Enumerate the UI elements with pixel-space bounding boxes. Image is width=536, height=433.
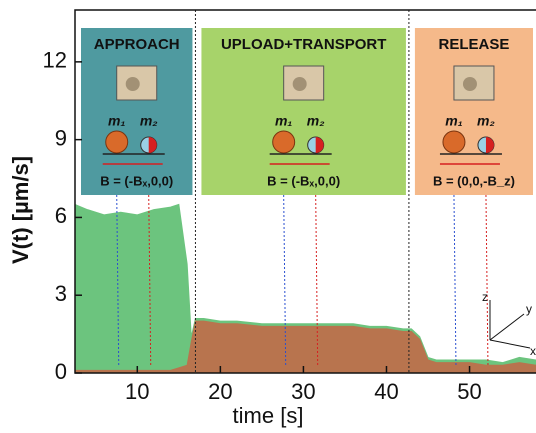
y-tick-label: 9 xyxy=(55,125,67,150)
m1-label: m₁ xyxy=(445,113,462,129)
particle-image xyxy=(293,77,307,91)
chart: time [s] V(t) [µm/s] APPROACH m₁ m₂ B = (-B… xyxy=(0,0,536,433)
x-tick-label: 10 xyxy=(125,379,149,404)
panel xyxy=(201,28,405,195)
m1-particle xyxy=(106,131,128,153)
m2-label: m₂ xyxy=(477,113,495,129)
m1-particle xyxy=(273,131,295,153)
icon-label: x xyxy=(530,344,536,358)
field-formula: B = (-Bₓ,0,0) xyxy=(100,173,173,188)
panel-title: APPROACH xyxy=(94,36,180,53)
y-tick-label: 3 xyxy=(55,281,67,306)
icon-axis xyxy=(490,340,530,348)
panel-title: RELEASE xyxy=(439,36,510,53)
x-tick-label: 40 xyxy=(374,379,398,404)
m1-label: m₁ xyxy=(108,113,125,129)
m2-label: m₂ xyxy=(307,113,325,129)
field-formula: B = (-Bₓ,0,0) xyxy=(267,173,340,188)
panel-title: UPLOAD+TRANSPORT xyxy=(221,36,386,53)
x-tick-label: 30 xyxy=(291,379,315,404)
m2-label: m₂ xyxy=(140,113,158,129)
x-tick-label: 50 xyxy=(457,379,481,404)
m1-particle xyxy=(443,131,465,153)
field-formula: B = (0,0,-B_z) xyxy=(433,173,515,188)
y-axis-label: V(t) [µm/s] xyxy=(8,156,33,264)
icon-label: z xyxy=(482,290,488,304)
y-tick-label: 6 xyxy=(55,203,67,228)
m1-label: m₁ xyxy=(275,113,292,129)
particle-image xyxy=(463,77,477,91)
pointer xyxy=(454,195,456,365)
panel xyxy=(415,28,533,195)
y-tick-label: 12 xyxy=(43,48,67,73)
y-tick-label: 0 xyxy=(55,359,67,384)
page: time [s] V(t) [µm/s] APPROACH m₁ m₂ B = (-B… xyxy=(0,0,536,433)
panel xyxy=(81,28,192,195)
icon-axis xyxy=(490,314,524,340)
x-axis-label: time [s] xyxy=(233,403,304,428)
icon-label: y xyxy=(526,302,532,316)
particle-image xyxy=(126,77,140,91)
x-tick-label: 20 xyxy=(208,379,232,404)
pointer xyxy=(486,195,488,365)
